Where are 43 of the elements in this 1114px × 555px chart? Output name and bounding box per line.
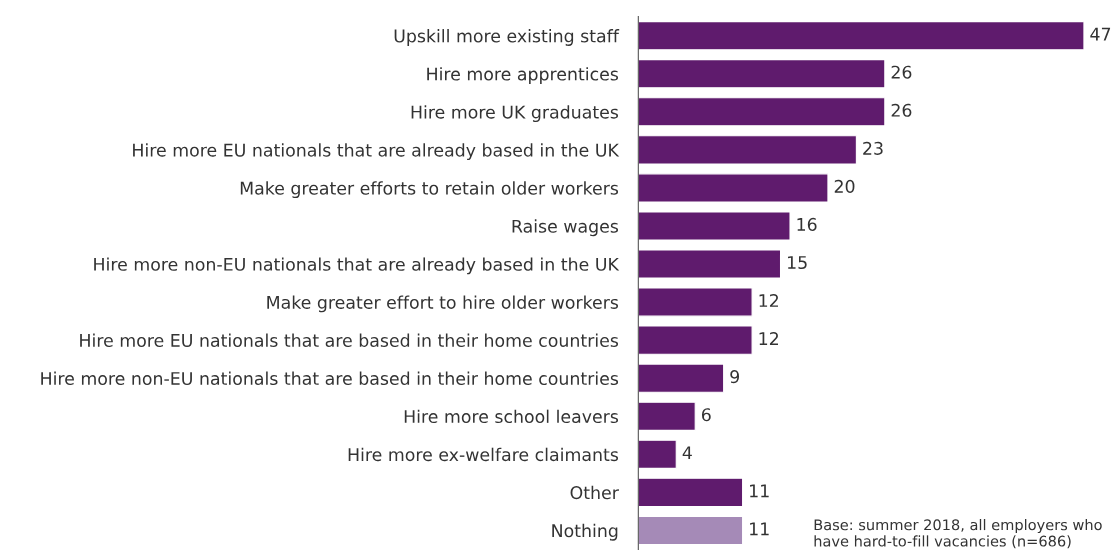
bar — [638, 97, 886, 127]
bar — [638, 173, 829, 203]
bar — [638, 59, 886, 89]
y-tick-label: Hire more ex-welfare claimants — [348, 447, 619, 462]
data-label: 47 — [1090, 27, 1111, 41]
y-tick-label: Upskill more existing staff — [394, 29, 620, 46]
y-tick-label: Nothing — [552, 523, 618, 541]
data-label: 26 — [891, 65, 912, 79]
y-tick-label: Make greater effort to hire older workers — [267, 295, 619, 313]
bar — [638, 211, 791, 241]
y-tick-label: Hire more non-EU nationals that are based in their home countries — [41, 371, 619, 386]
y-tick-label: Hire more school leavers — [404, 409, 619, 424]
bar — [638, 287, 753, 317]
y-tick-label: Raise wages — [512, 219, 619, 237]
y-tick-label: Hire more apprentices — [427, 67, 619, 84]
data-label: 15 — [788, 256, 807, 270]
data-label: 11 — [750, 484, 769, 498]
y-tick-label: Hire more UK graduates — [411, 105, 619, 122]
bar — [638, 363, 725, 393]
bar — [638, 401, 696, 431]
bar — [638, 325, 753, 355]
y-tick-label: Other — [570, 485, 619, 500]
y-tick-label: Make greater efforts to retain older workers — [240, 181, 619, 199]
bar — [638, 249, 782, 279]
y-tick-label: Hire more EU nationals that are based in their home countries — [80, 333, 619, 347]
data-label: 9 — [730, 370, 740, 384]
y-tick-label: Hire more non-EU nationals that are already based in the UK — [94, 257, 620, 275]
bar — [638, 515, 744, 546]
data-label: 20 — [834, 179, 855, 193]
bar — [638, 439, 677, 469]
data-label: 11 — [750, 522, 769, 536]
data-label: 12 — [759, 332, 778, 345]
data-label: 16 — [797, 217, 817, 231]
bar — [638, 477, 744, 508]
bar — [638, 135, 857, 165]
data-label: 26 — [891, 103, 912, 117]
data-label: 4 — [682, 446, 692, 460]
bar — [638, 21, 1084, 51]
y-tick-label: Hire more EU nationals that are already based in the UK — [133, 143, 620, 161]
data-label: 6 — [701, 408, 711, 422]
data-label: 12 — [759, 293, 778, 307]
data-label: 23 — [863, 141, 883, 155]
annotation: Base: summer 2018, all employers who have hard-to-fill vacancies (n=686) — [814, 519, 1102, 549]
